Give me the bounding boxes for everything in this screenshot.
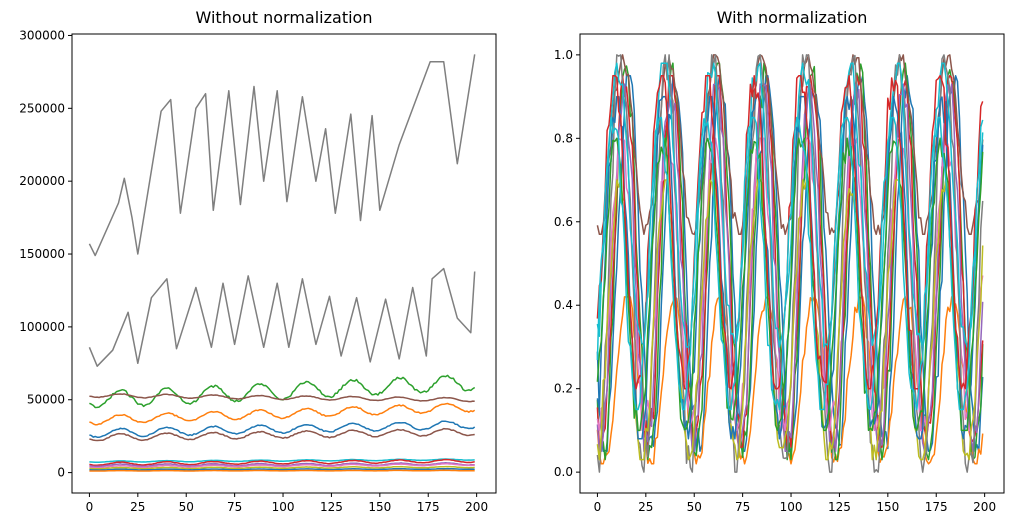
y-tick-label: 0.8 bbox=[554, 131, 573, 145]
x-tick-label: 175 bbox=[925, 500, 948, 514]
axes: 0 25 50 75 100 125 150 175 200 0.0 0.2 0.4 0.6 0.8 1.0 bbox=[554, 48, 996, 514]
series-line bbox=[89, 427, 475, 442]
series-line bbox=[89, 467, 475, 471]
x-tick-label: 0 bbox=[86, 500, 94, 514]
series-line bbox=[596, 62, 984, 461]
x-tick-label: 50 bbox=[687, 500, 702, 514]
x-tick-label: 75 bbox=[735, 500, 750, 514]
series-line bbox=[89, 393, 475, 403]
x-tick-label: 25 bbox=[638, 500, 653, 514]
series-line bbox=[88, 267, 476, 367]
panel-with-normalization: With normalization 0 25 50 75 100 125 150 175 20… bbox=[554, 8, 1005, 514]
x-tick-label: 150 bbox=[368, 500, 391, 514]
series-layer bbox=[596, 54, 984, 473]
y-tick-label: 100000 bbox=[19, 320, 65, 334]
chart-title: With normalization bbox=[717, 8, 868, 27]
y-tick-label: 50000 bbox=[27, 393, 65, 407]
series-line bbox=[596, 83, 984, 453]
series-line bbox=[89, 402, 476, 426]
y-tick-label: 0.0 bbox=[554, 465, 573, 479]
y-tick-label: 0.6 bbox=[554, 215, 573, 229]
x-tick-label: 200 bbox=[465, 500, 488, 514]
series-line bbox=[88, 54, 476, 257]
series-line bbox=[89, 458, 475, 467]
series-line bbox=[596, 137, 984, 432]
axes: 0 25 50 75 100 125 150 175 200 0 50000 100000 150000… bbox=[19, 28, 488, 514]
y-tick-label: 0 bbox=[57, 466, 65, 480]
plot-frame bbox=[71, 33, 497, 494]
x-tick-label: 50 bbox=[179, 500, 194, 514]
series-line bbox=[89, 458, 475, 464]
chart-title: Without normalization bbox=[196, 8, 373, 27]
y-tick-label: 200000 bbox=[19, 174, 65, 188]
y-tick-label: 250000 bbox=[19, 101, 65, 115]
series-line bbox=[89, 465, 475, 470]
x-tick-label: 200 bbox=[973, 500, 996, 514]
series-line bbox=[596, 62, 984, 348]
x-tick-label: 100 bbox=[272, 500, 295, 514]
series-line bbox=[89, 420, 476, 439]
x-tick-label: 75 bbox=[227, 500, 242, 514]
series-layer bbox=[88, 54, 476, 472]
y-tick-label: 150000 bbox=[19, 247, 65, 261]
series-line bbox=[596, 179, 984, 461]
panel-without-normalization: Without normalization 0 25 50 75 100 125 150 17… bbox=[19, 8, 497, 514]
y-tick-label: 300000 bbox=[19, 28, 65, 42]
x-tick-label: 125 bbox=[828, 500, 851, 514]
x-tick-label: 25 bbox=[130, 500, 145, 514]
x-tick-label: 100 bbox=[780, 500, 803, 514]
series-line bbox=[596, 116, 984, 411]
series-line bbox=[89, 462, 475, 469]
plot-frame bbox=[579, 33, 1005, 494]
y-tick-label: 0.4 bbox=[554, 298, 573, 312]
x-tick-label: 125 bbox=[320, 500, 343, 514]
x-tick-label: 0 bbox=[594, 500, 602, 514]
x-tick-label: 150 bbox=[876, 500, 899, 514]
y-tick-label: 0.2 bbox=[554, 382, 573, 396]
y-tick-label: 1.0 bbox=[554, 48, 573, 62]
x-tick-label: 175 bbox=[417, 500, 440, 514]
series-line bbox=[89, 469, 475, 472]
series-line bbox=[89, 462, 475, 468]
